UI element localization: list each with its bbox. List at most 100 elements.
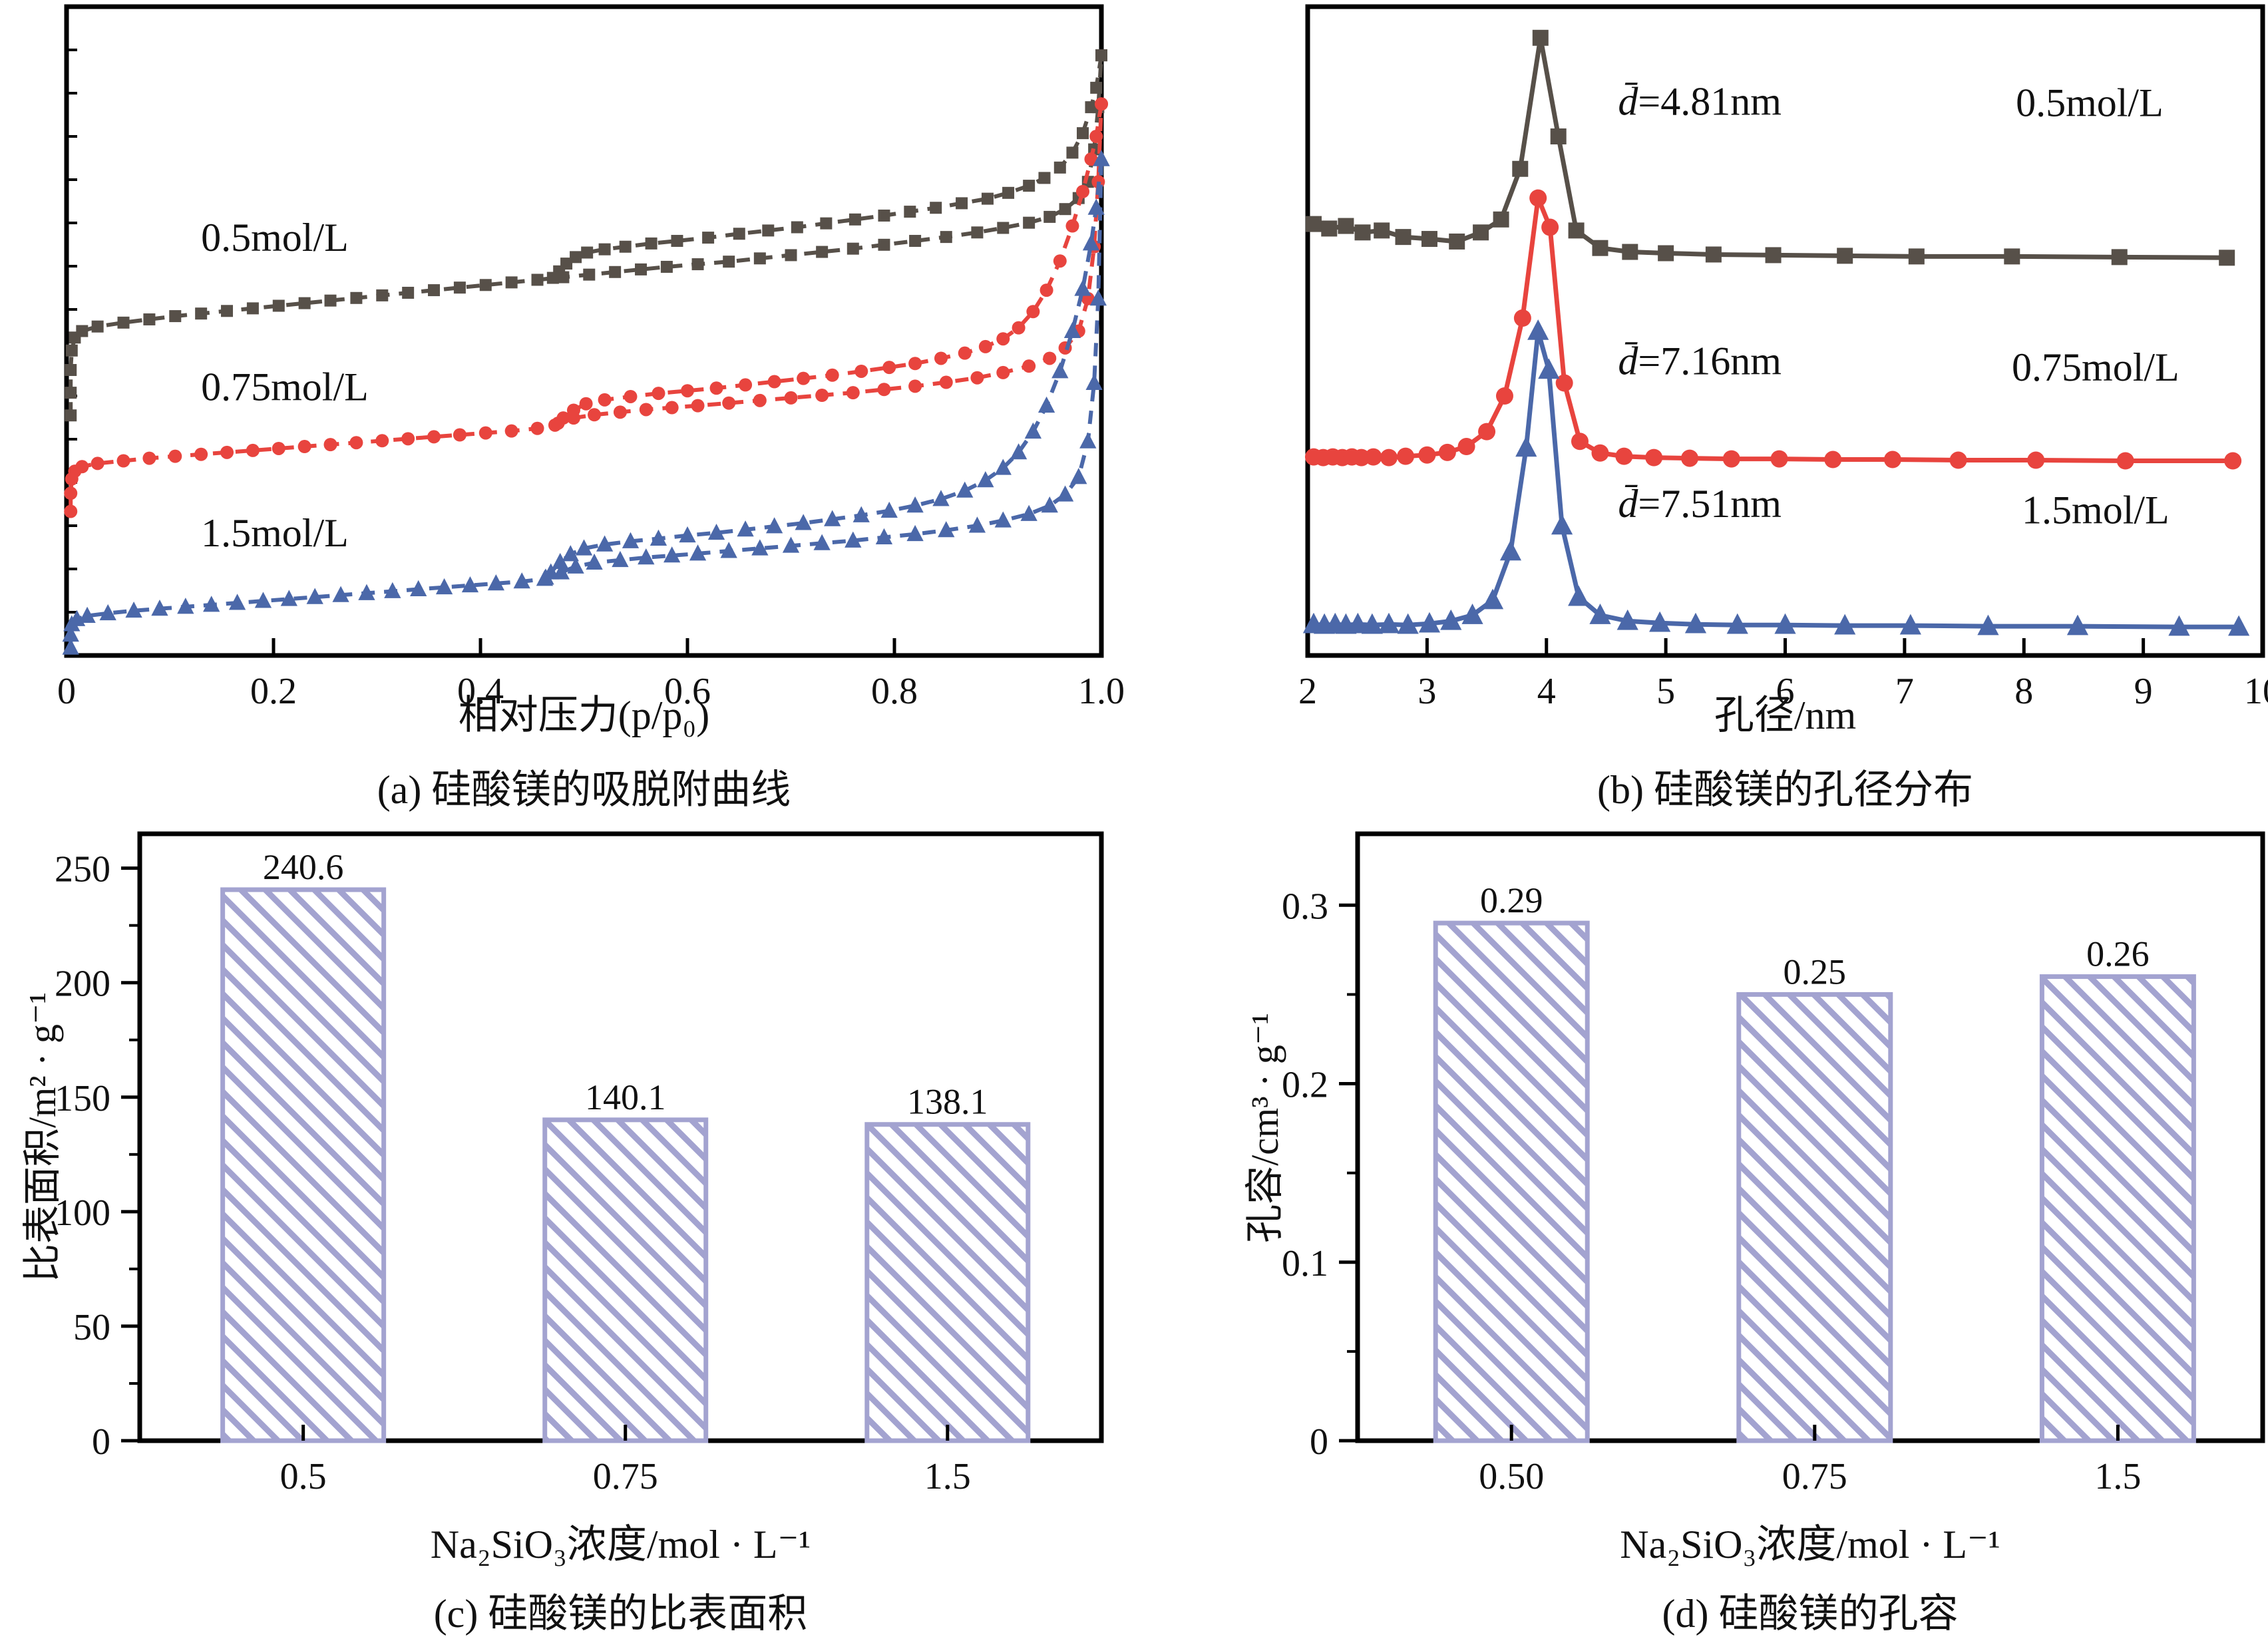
marker-square [1622,244,1638,260]
marker-square [195,307,208,320]
marker-square [660,260,673,273]
marker-triangle [151,600,168,616]
marker-circle [64,486,78,500]
marker-circle [613,405,627,419]
marker-circle [142,451,156,465]
marker-circle [1513,309,1531,327]
marker-circle [1571,433,1589,451]
bar-value-label: 240.6 [263,847,344,887]
marker-triangle [1684,612,1707,634]
y-tick-label: 0.3 [1282,886,1328,927]
y-tick-label: 250 [55,849,110,890]
marker-circle [1397,447,1415,465]
marker-triangle [2066,614,2089,636]
marker-square [583,268,596,281]
marker-square [1765,247,1782,264]
marker-square [847,242,859,255]
marker-triangle [228,594,246,610]
marker-square [1568,222,1585,239]
y-tick-label: 0.2 [1282,1065,1328,1106]
marker-triangle [586,553,603,570]
series-label: 0.75mol/L [2012,345,2179,389]
marker-circle [753,393,767,407]
marker-circle [1438,443,1456,461]
marker-circle [877,383,891,397]
marker-square [702,232,715,244]
marker-triangle [1010,443,1028,460]
marker-square [723,256,735,268]
marker-square [930,202,942,214]
marker-triangle [410,580,427,596]
marker-square [65,409,77,422]
marker-square [531,273,544,286]
panel-c-plot: 0 50 100 150 200 250 0.5 240.6 0.75 140.1 1.5 138.1 [55,831,1104,1497]
marker-circle [1022,359,1036,373]
x-tick-label: 0 [57,671,76,712]
marker-circle [598,393,612,407]
x-tick-label: 0.75 [593,1456,658,1497]
marker-triangle [1977,614,1999,636]
marker-square [1338,218,1354,234]
marker-triangle [1056,485,1074,502]
marker-square [619,240,632,253]
marker-square [402,286,415,299]
marker-triangle [62,638,79,655]
marker-triangle [254,592,272,608]
marker-triangle [622,532,640,548]
marker-square [272,299,285,312]
x-tick-label: 0.8 [871,671,918,712]
marker-circle [825,368,839,382]
marker-square [816,246,829,258]
marker-triangle [1527,319,1549,340]
marker-triangle [906,524,924,542]
marker-triangle [1361,613,1383,634]
marker-circle [401,432,415,446]
marker-circle [709,381,723,395]
marker-triangle [1089,289,1107,306]
marker-square [671,234,683,247]
x-tick-label: 0.5 [280,1456,327,1497]
marker-triangle [1440,609,1462,630]
marker-triangle [1774,613,1796,634]
marker-square [376,289,389,301]
marker-circle [767,375,781,389]
series-line [544,158,1103,580]
marker-triangle [575,539,593,556]
marker-square [1532,29,1549,46]
series-label: d̄=7.51nm [1618,482,1782,526]
marker-circle [1089,130,1103,143]
marker-triangle [1616,609,1638,630]
marker-square [1077,127,1089,140]
marker-circle [427,430,441,444]
bar-value-label: 140.1 [585,1077,666,1117]
marker-triangle [1085,373,1103,390]
marker-circle [846,386,860,400]
panel-d-caption: (d) 硅酸镁的孔容 [1662,1592,1959,1636]
marker-circle [297,440,311,454]
marker-square [940,231,952,244]
bar-value-label: 0.25 [1784,952,1847,992]
marker-triangle [737,520,754,537]
marker-square [1059,203,1071,216]
marker-circle [978,339,992,353]
marker-circle [797,371,811,385]
series-label: 0.5mol/L [2016,81,2164,124]
marker-circle [1541,218,1559,236]
marker-triangle [1074,279,1091,296]
x-tick-label: 1.5 [924,1456,971,1497]
marker-triangle [813,534,831,550]
marker-square [878,238,890,251]
marker-triangle [1079,432,1097,449]
marker-triangle [1093,150,1110,166]
y-tick-label: 200 [55,964,110,1005]
marker-triangle [1899,614,1921,635]
marker-triangle [2228,615,2250,636]
marker-circle [1012,321,1026,335]
marker-circle [453,428,467,442]
marker-square [1002,186,1015,199]
marker-circle [1084,152,1098,166]
marker-square [117,316,130,329]
marker-triangle [956,481,974,498]
marker-triangle [177,598,194,614]
